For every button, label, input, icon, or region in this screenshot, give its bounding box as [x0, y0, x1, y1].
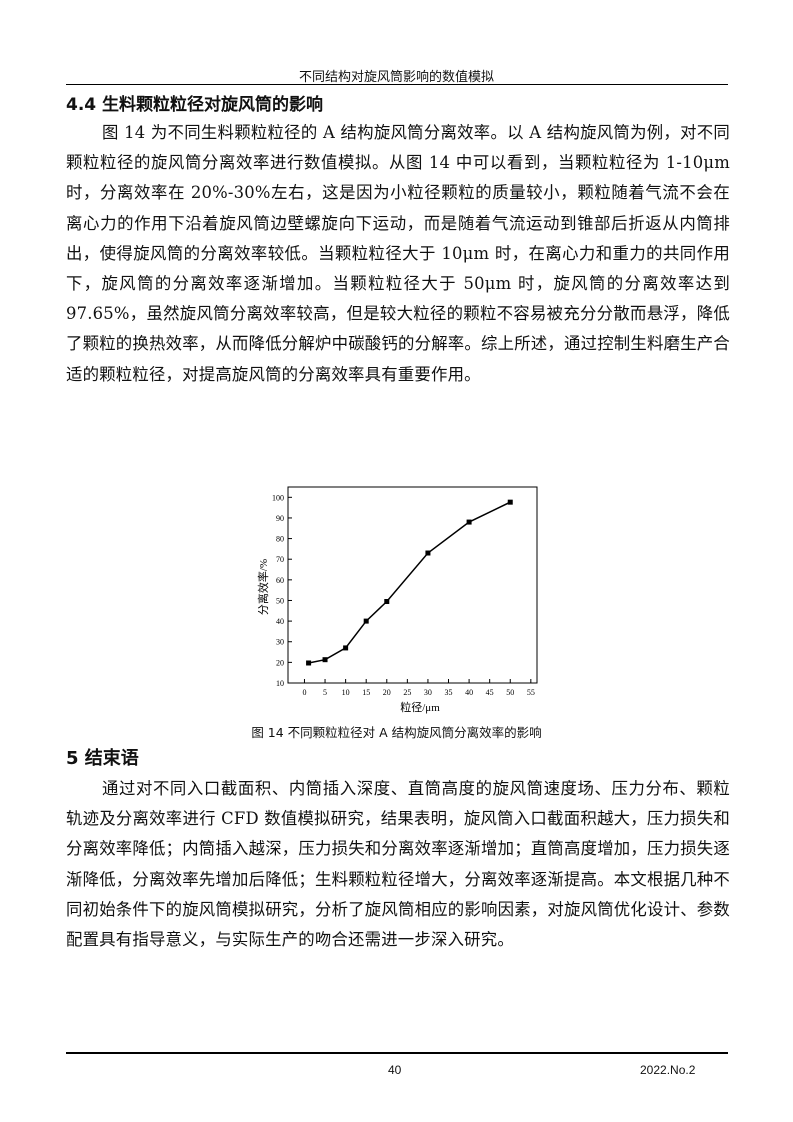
y-tick-label: 70: [276, 555, 284, 564]
y-axis-label: 分离效率/%: [256, 559, 270, 615]
x-tick-label: 40: [465, 688, 473, 697]
data-point: [322, 657, 328, 663]
footer-rule: [66, 1052, 728, 1054]
issue-label: 2022.No.2: [640, 1063, 696, 1077]
page-number: 40: [388, 1063, 402, 1077]
data-point: [343, 645, 349, 651]
figure-caption: 图 14 不同颗粒粒径对 A 结构旋风筒分离效率的影响: [251, 725, 542, 740]
x-tick-label: 5: [323, 688, 327, 697]
x-tick-label: 10: [342, 688, 350, 697]
x-tick-label: 50: [506, 688, 514, 697]
y-tick-label: 100: [272, 493, 284, 502]
x-tick-label: 45: [486, 688, 494, 697]
x-tick-label: 55: [527, 688, 535, 697]
y-tick-label: 40: [276, 617, 284, 626]
data-point: [384, 599, 390, 605]
plot-frame: [287, 486, 538, 684]
data-point: [466, 519, 472, 525]
section-heading-4-4: 4.4 生料颗粒粒径对旋风筒的影响: [66, 95, 324, 115]
y-tick-label: 60: [276, 576, 284, 585]
y-tick-label: 20: [276, 658, 284, 667]
x-tick-label: 0: [302, 688, 306, 697]
data-point: [507, 499, 513, 505]
series-line: [308, 501, 511, 664]
data-point: [425, 550, 431, 556]
x-tick-label: 30: [424, 688, 432, 697]
y-tick-label: 90: [276, 514, 284, 523]
x-tick-label: 25: [403, 688, 411, 697]
chart: 0 5 10 15 20 25 30 35 40 45 50 55 10 20 30 40 50 60 70 80 90…: [256, 486, 538, 714]
running-title: 不同结构对旋风筒影响的数值模拟: [298, 70, 494, 85]
x-axis-label: 粒径/μm: [400, 700, 440, 714]
y-tick-label: 80: [276, 535, 284, 544]
y-tick-label: 50: [276, 596, 284, 605]
x-tick-label: 15: [362, 688, 370, 697]
section-4-4-paragraph: 图 14 为不同生料颗粒粒径的 A 结构旋风筒分离效率。以 A 结构旋风筒为例，…: [66, 123, 730, 384]
data-point: [306, 660, 312, 666]
section-heading-5: 5 结束语: [66, 748, 139, 769]
x-tick-label: 35: [445, 688, 453, 697]
section-5-paragraph: 通过对不同入口截面积、内筒插入深度、直筒高度的旋风筒速度场、压力分布、颗粒轨迹及…: [66, 779, 730, 950]
header-rule: [66, 84, 728, 85]
data-point: [363, 618, 369, 624]
x-tick-label: 20: [383, 688, 391, 697]
y-tick-label: 30: [276, 638, 284, 647]
y-tick-label: 10: [276, 679, 284, 688]
